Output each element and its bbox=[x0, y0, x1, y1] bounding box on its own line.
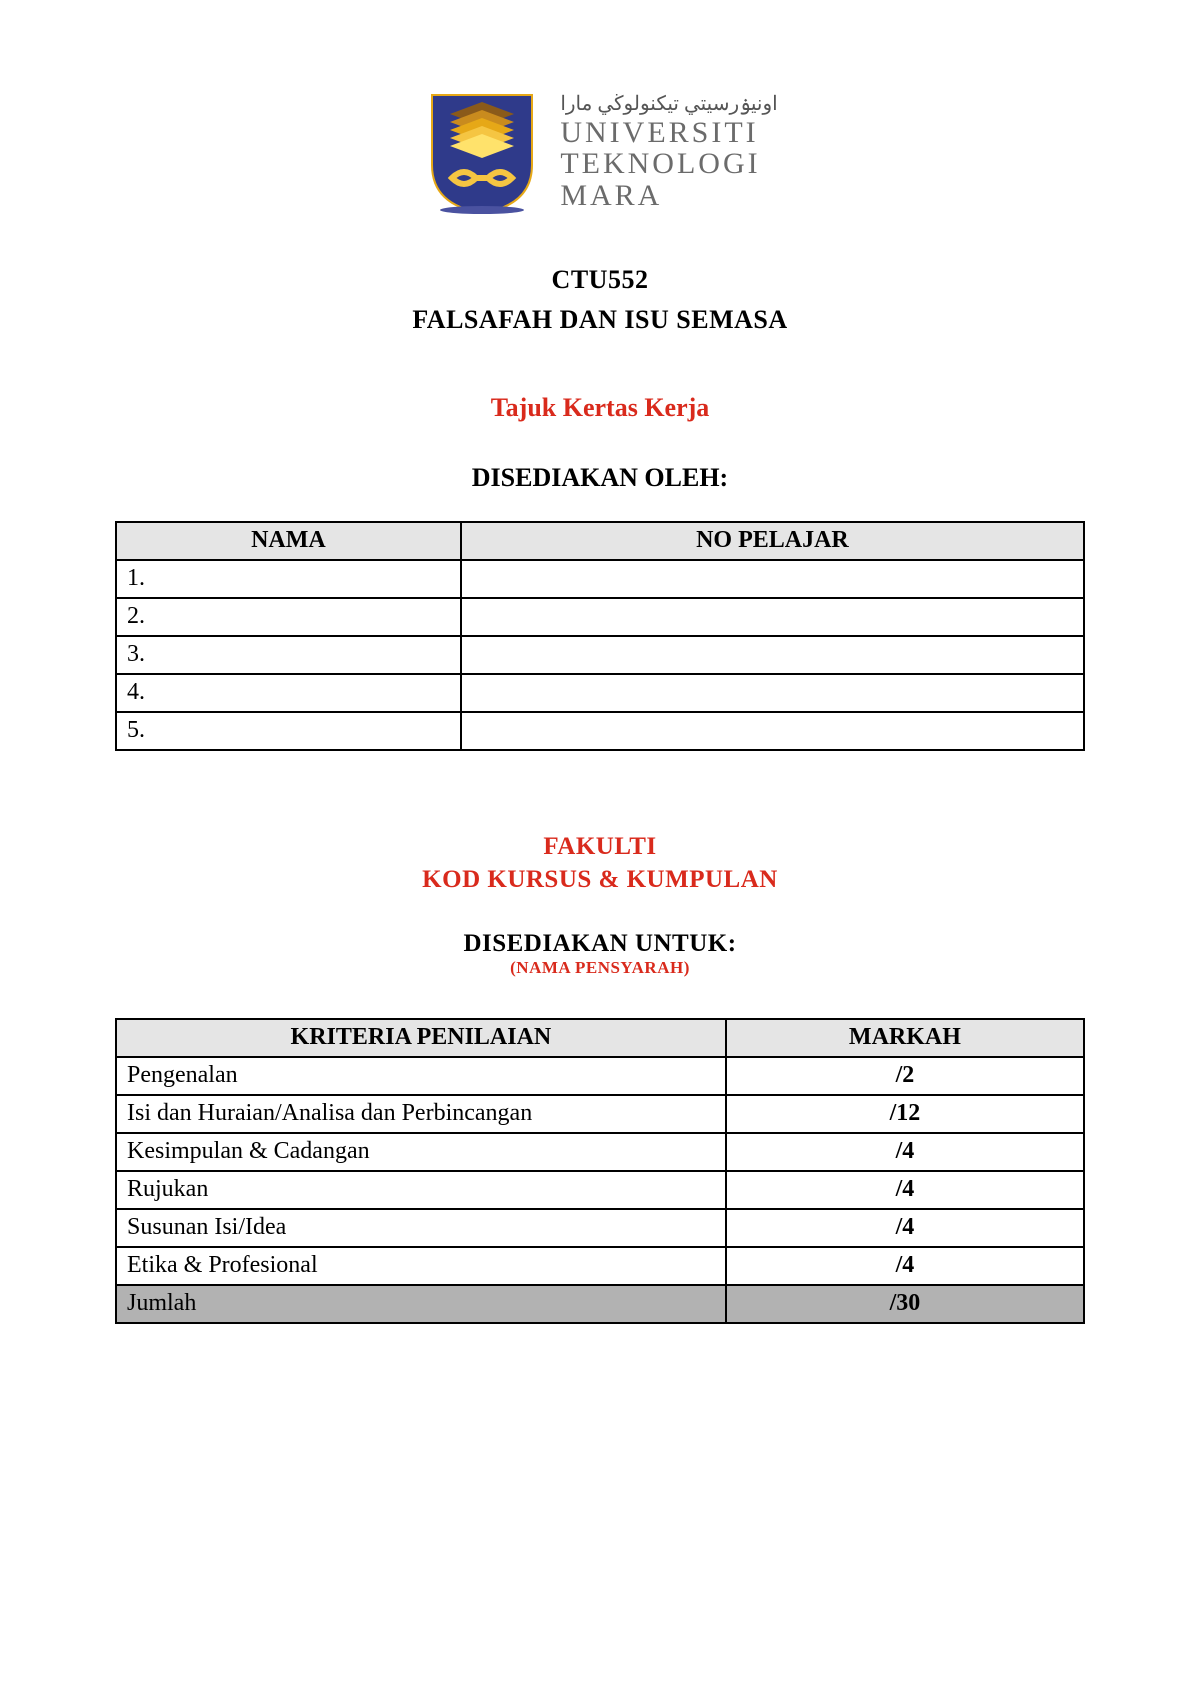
student-name-cell: 3. bbox=[116, 636, 461, 674]
table-row: Susunan Isi/Idea /4 bbox=[116, 1209, 1084, 1247]
table-row: Isi dan Huraian/Analisa dan Perbincangan… bbox=[116, 1095, 1084, 1133]
course-name: FALSAFAH DAN ISU SEMASA bbox=[115, 305, 1085, 335]
criteria-col-header: KRITERIA PENILAIAN bbox=[116, 1019, 726, 1057]
faculty-label: FAKULTI bbox=[115, 831, 1085, 864]
table-row: 1. bbox=[116, 560, 1084, 598]
student-id-cell bbox=[461, 712, 1084, 750]
student-id-cell bbox=[461, 636, 1084, 674]
prepared-for-label: DISEDIAKAN UNTUK: bbox=[115, 930, 1085, 958]
university-name-block: اونيۏرسيتي تيكنولوڬي مارا UNIVERSITI TEK… bbox=[560, 94, 777, 212]
faculty-block: FAKULTI KOD KURSUS & KUMPULAN bbox=[115, 831, 1085, 896]
total-row: Jumlah /30 bbox=[116, 1285, 1084, 1323]
mark-cell: /4 bbox=[726, 1209, 1084, 1247]
mark-cell: /4 bbox=[726, 1247, 1084, 1285]
university-line3: MARA bbox=[560, 180, 777, 212]
criteria-cell: Susunan Isi/Idea bbox=[116, 1209, 726, 1247]
course-group-label: KOD KURSUS & KUMPULAN bbox=[115, 864, 1085, 897]
university-logo-block: اونيۏرسيتي تيكنولوڬي مارا UNIVERSITI TEK… bbox=[115, 90, 1085, 215]
lecturer-placeholder: (NAMA PENSYARAH) bbox=[115, 958, 1085, 978]
student-id-cell bbox=[461, 560, 1084, 598]
student-name-cell: 1. bbox=[116, 560, 461, 598]
mark-cell: /12 bbox=[726, 1095, 1084, 1133]
criteria-cell: Etika & Profesional bbox=[116, 1247, 726, 1285]
mark-cell: /4 bbox=[726, 1171, 1084, 1209]
criteria-cell: Isi dan Huraian/Analisa dan Perbincangan bbox=[116, 1095, 726, 1133]
table-row: Kesimpulan & Cadangan /4 bbox=[116, 1133, 1084, 1171]
mark-cell: /4 bbox=[726, 1133, 1084, 1171]
university-jawi: اونيۏرسيتي تيكنولوڬي مارا bbox=[560, 94, 777, 115]
mark-cell: /2 bbox=[726, 1057, 1084, 1095]
student-col-name: NAMA bbox=[116, 522, 461, 560]
student-id-cell bbox=[461, 598, 1084, 636]
university-line2: TEKNOLOGI bbox=[560, 148, 777, 180]
table-row: 4. bbox=[116, 674, 1084, 712]
uitm-crest-icon bbox=[422, 90, 542, 215]
table-row: Pengenalan /2 bbox=[116, 1057, 1084, 1095]
student-name-cell: 2. bbox=[116, 598, 461, 636]
course-code: CTU552 bbox=[115, 265, 1085, 295]
paper-title-label: Tajuk Kertas Kerja bbox=[115, 393, 1085, 423]
table-row: Rujukan /4 bbox=[116, 1171, 1084, 1209]
student-name-cell: 5. bbox=[116, 712, 461, 750]
criteria-cell: Kesimpulan & Cadangan bbox=[116, 1133, 726, 1171]
mark-col-header: MARKAH bbox=[726, 1019, 1084, 1057]
total-label: Jumlah bbox=[116, 1285, 726, 1323]
student-col-id: NO PELAJAR bbox=[461, 522, 1084, 560]
student-name-cell: 4. bbox=[116, 674, 461, 712]
total-mark: /30 bbox=[726, 1285, 1084, 1323]
student-id-cell bbox=[461, 674, 1084, 712]
criteria-cell: Rujukan bbox=[116, 1171, 726, 1209]
prepared-by-label: DISEDIAKAN OLEH: bbox=[115, 463, 1085, 493]
table-row: Etika & Profesional /4 bbox=[116, 1247, 1084, 1285]
table-row: 3. bbox=[116, 636, 1084, 674]
table-row: 2. bbox=[116, 598, 1084, 636]
university-line1: UNIVERSITI bbox=[560, 117, 777, 149]
table-row: 5. bbox=[116, 712, 1084, 750]
criteria-table: KRITERIA PENILAIAN MARKAH Pengenalan /2 … bbox=[115, 1018, 1085, 1324]
criteria-cell: Pengenalan bbox=[116, 1057, 726, 1095]
student-table: NAMA NO PELAJAR 1. 2. 3. 4. 5. bbox=[115, 521, 1085, 751]
document-page: اونيۏرسيتي تيكنولوڬي مارا UNIVERSITI TEK… bbox=[0, 0, 1200, 1384]
